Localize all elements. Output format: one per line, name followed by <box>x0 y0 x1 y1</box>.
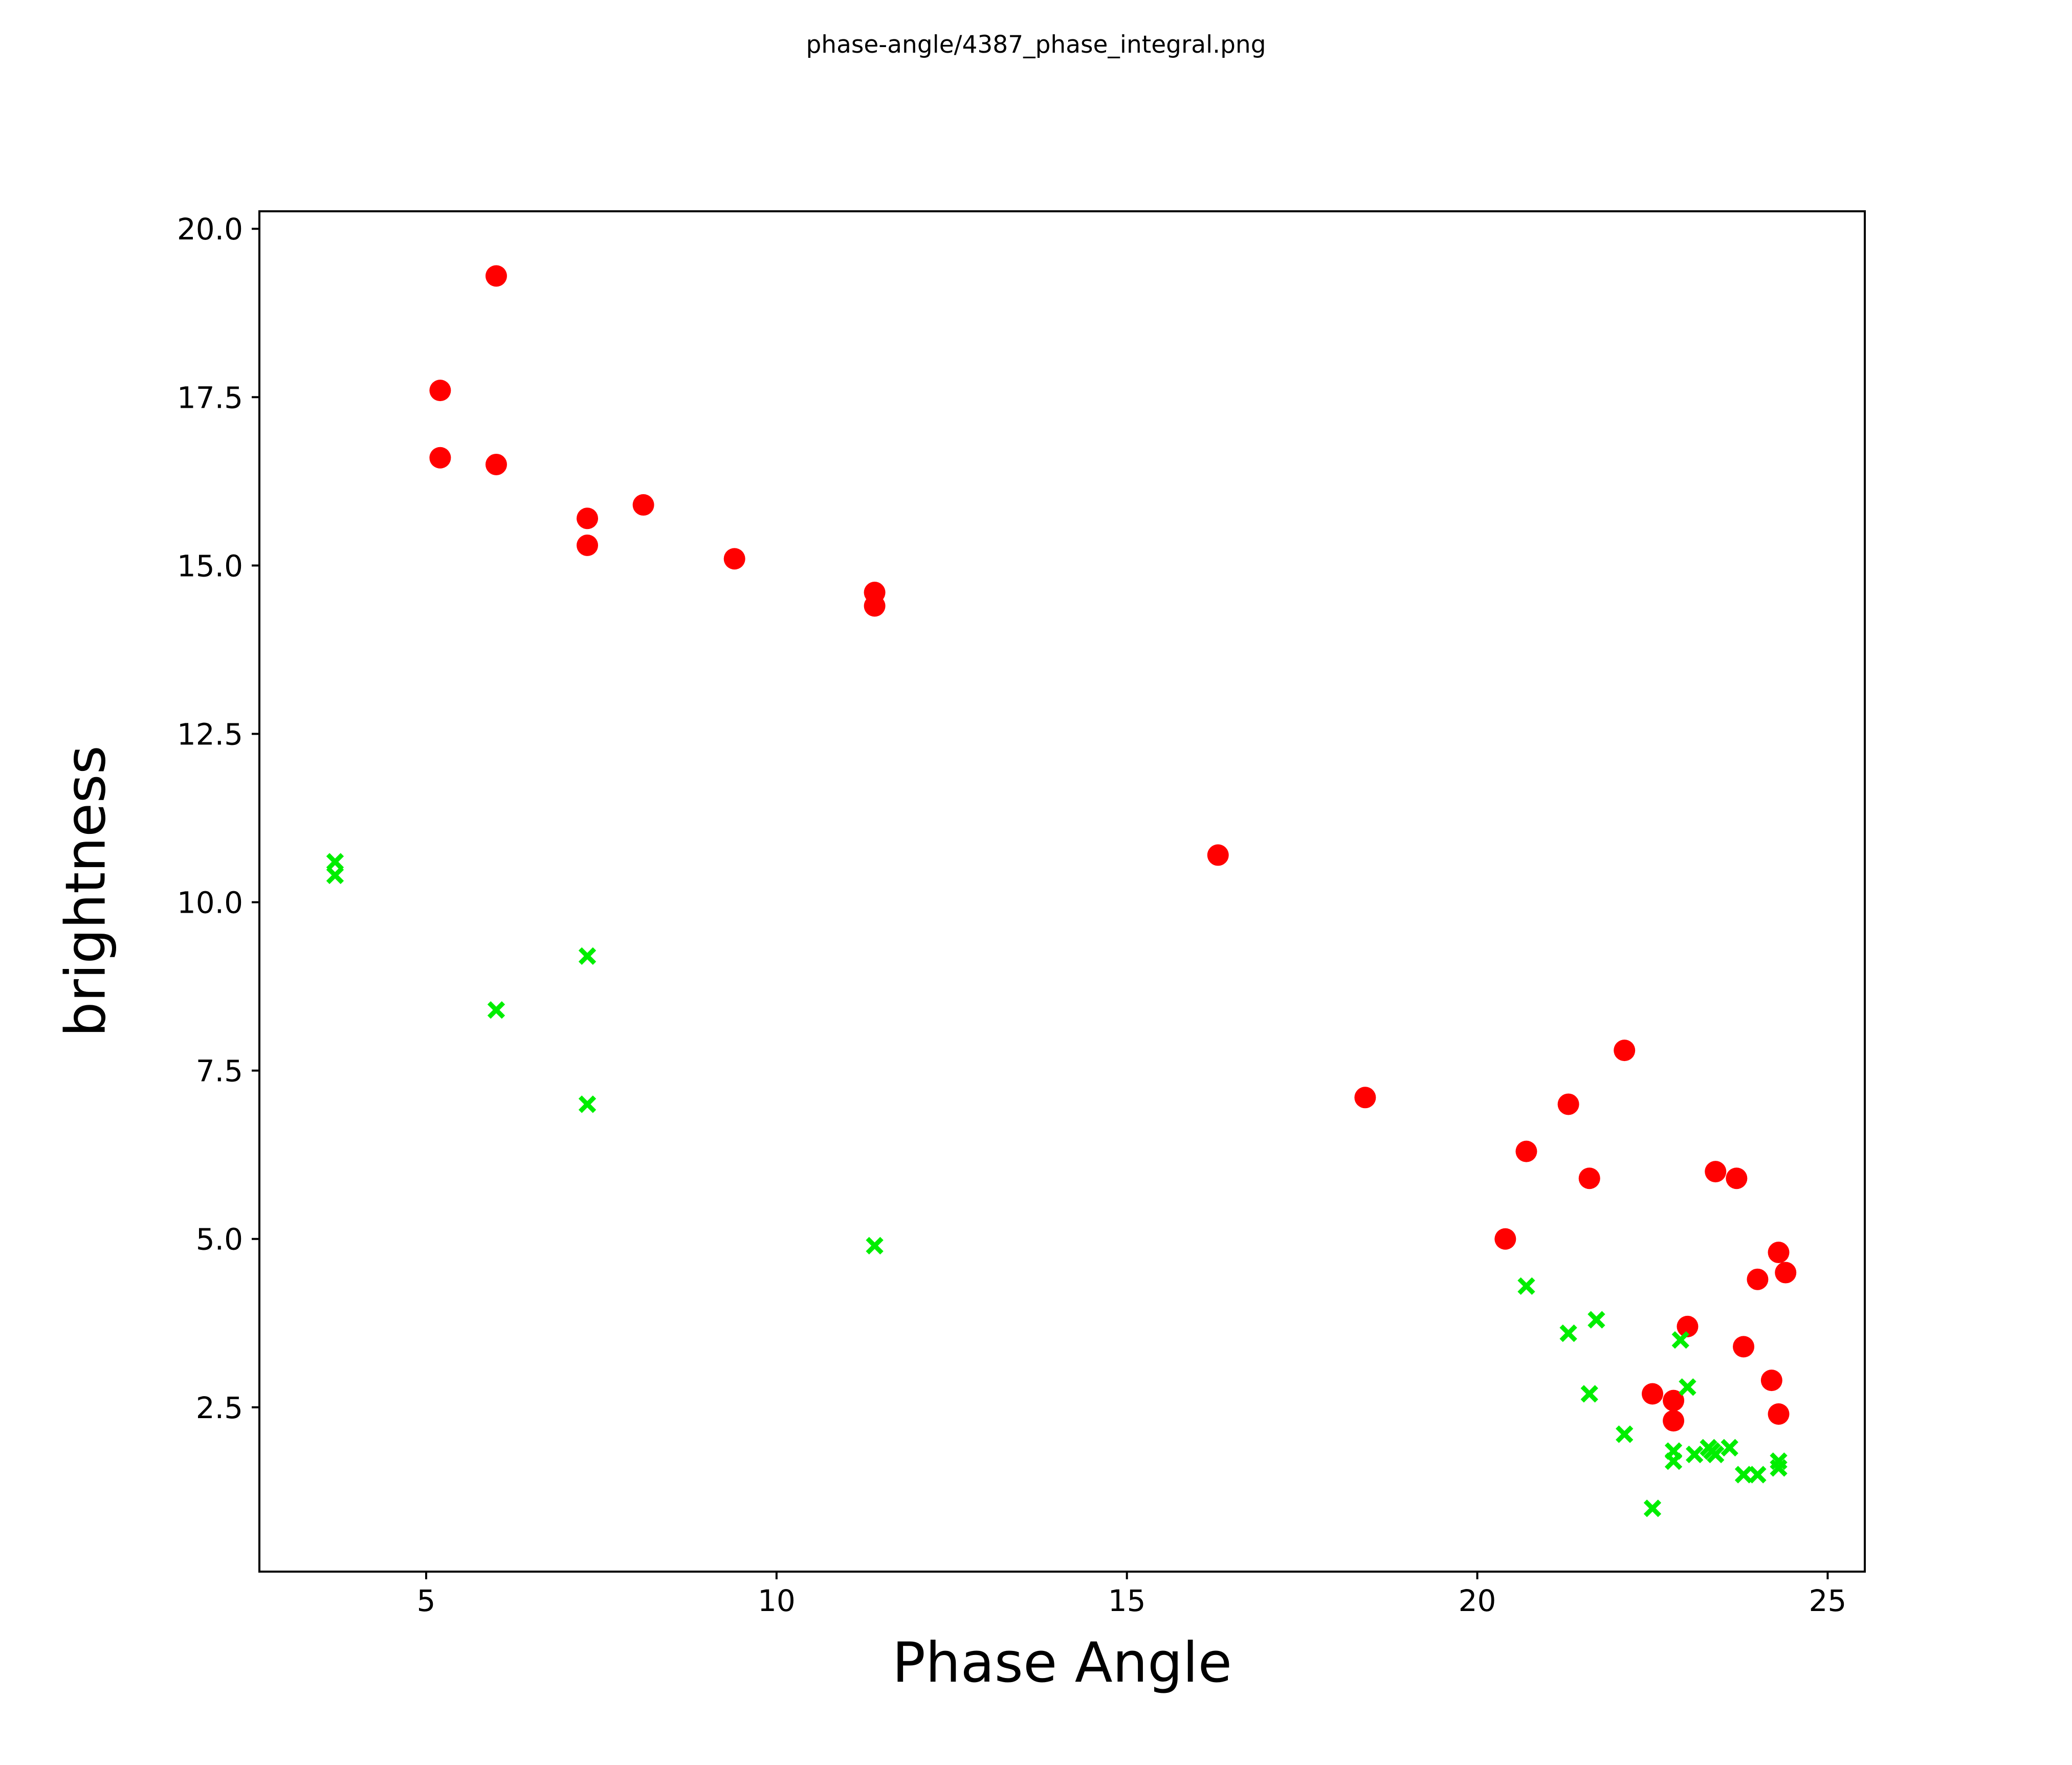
red-circles-point <box>1733 1336 1755 1358</box>
green-crosses-point <box>1749 1466 1767 1484</box>
y-axis-tick-label: 10.0 <box>177 886 243 920</box>
green-crosses-point <box>1721 1439 1738 1457</box>
green-crosses-point <box>1734 1466 1753 1484</box>
red-circles-point <box>1775 1262 1797 1284</box>
red-circles-point <box>577 534 599 556</box>
green-crosses-point <box>326 866 344 885</box>
x-axis-tick-label: 20 <box>1459 1583 1496 1618</box>
x-axis-tick-label: 10 <box>758 1583 796 1618</box>
y-axis-tick-label: 5.0 <box>196 1222 243 1257</box>
green-crosses-point <box>1588 1311 1605 1329</box>
red-circles-point <box>1641 1383 1663 1405</box>
x-axis-tick-label: 25 <box>1809 1583 1846 1618</box>
red-circles-point <box>1354 1087 1376 1109</box>
red-circles-point <box>1578 1167 1600 1189</box>
red-circles-point <box>1726 1167 1748 1189</box>
green-crosses-point <box>1616 1425 1634 1443</box>
y-axis-tick-label: 7.5 <box>196 1054 243 1089</box>
red-circles-point <box>1705 1161 1727 1183</box>
green-crosses-point <box>1679 1378 1696 1396</box>
y-axis-tick-label: 12.5 <box>177 717 243 752</box>
green-crosses-point <box>1559 1324 1577 1342</box>
x-axis-tick-label: 15 <box>1108 1583 1146 1618</box>
green-crosses-point <box>578 1095 597 1113</box>
red-circles-point <box>1557 1093 1579 1115</box>
green-crosses-point <box>866 1237 884 1255</box>
x-axis-label: Phase Angle <box>892 1631 1232 1695</box>
red-circles-point <box>1494 1228 1516 1250</box>
y-axis-label: brightness <box>54 745 118 1037</box>
y-axis-tick-label: 17.5 <box>177 380 243 415</box>
green-crosses-point <box>1664 1452 1683 1470</box>
y-axis-tick-label: 15.0 <box>177 548 243 583</box>
red-circles-point <box>1207 844 1229 866</box>
x-axis-tick-label: 5 <box>417 1583 436 1618</box>
red-circles-point <box>1663 1389 1685 1411</box>
red-circles-point <box>1677 1315 1699 1337</box>
red-circles-point <box>485 265 507 287</box>
red-circles-point <box>429 447 451 469</box>
red-circles-point <box>485 453 507 475</box>
chart-title: phase-angle/4387_phase_integral.png <box>806 31 1266 59</box>
red-circles-point <box>1768 1403 1790 1425</box>
green-crosses-point <box>326 853 344 871</box>
red-circles-point <box>577 508 599 530</box>
red-circles-point <box>723 548 745 570</box>
red-circles-point <box>1614 1040 1636 1062</box>
red-circles-point <box>632 494 654 516</box>
green-crosses-point <box>1643 1499 1662 1517</box>
y-axis-tick-label: 2.5 <box>196 1391 243 1425</box>
green-crosses-point <box>578 947 597 965</box>
green-crosses-point <box>1671 1331 1689 1349</box>
green-crosses-point <box>1685 1445 1704 1464</box>
green-crosses-point <box>487 1001 505 1019</box>
red-circles-point <box>1760 1370 1782 1392</box>
red-circles-point <box>864 595 886 617</box>
red-circles-point <box>1515 1140 1537 1162</box>
green-crosses-point <box>1707 1445 1725 1464</box>
red-circles-point <box>1768 1242 1790 1264</box>
y-axis-tick-label: 20.0 <box>177 212 243 247</box>
green-crosses-point <box>1517 1277 1535 1295</box>
plot-border <box>258 210 1866 1573</box>
red-circles-point <box>1663 1410 1685 1432</box>
red-circles-point <box>1747 1268 1769 1290</box>
green-crosses-point <box>1580 1385 1598 1403</box>
red-circles-point <box>429 380 451 402</box>
green-crosses-point <box>1770 1459 1788 1477</box>
